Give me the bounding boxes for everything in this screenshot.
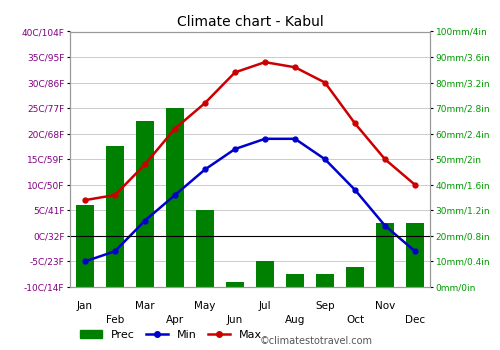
Bar bbox=[166, 108, 184, 287]
Bar bbox=[106, 146, 124, 287]
Text: Jul: Jul bbox=[258, 301, 272, 311]
Bar bbox=[256, 261, 274, 287]
Bar bbox=[226, 282, 244, 287]
Text: May: May bbox=[194, 301, 216, 311]
Bar bbox=[346, 267, 364, 287]
Text: Sep: Sep bbox=[315, 301, 335, 311]
Text: Apr: Apr bbox=[166, 315, 184, 325]
Text: ©climatestotravel.com: ©climatestotravel.com bbox=[260, 336, 373, 346]
Text: Dec: Dec bbox=[405, 315, 425, 325]
Title: Climate chart - Kabul: Climate chart - Kabul bbox=[176, 15, 324, 29]
Text: Mar: Mar bbox=[135, 301, 155, 311]
Text: Nov: Nov bbox=[375, 301, 395, 311]
Text: Aug: Aug bbox=[285, 315, 305, 325]
Bar bbox=[376, 223, 394, 287]
Bar bbox=[136, 121, 154, 287]
Text: Jan: Jan bbox=[77, 301, 93, 311]
Bar bbox=[76, 205, 94, 287]
Bar bbox=[316, 274, 334, 287]
Text: Feb: Feb bbox=[106, 315, 124, 325]
Text: Jun: Jun bbox=[227, 315, 243, 325]
Legend: Prec, Min, Max: Prec, Min, Max bbox=[76, 326, 267, 345]
Bar bbox=[286, 274, 304, 287]
Text: Oct: Oct bbox=[346, 315, 364, 325]
Bar bbox=[196, 210, 214, 287]
Bar bbox=[406, 223, 424, 287]
